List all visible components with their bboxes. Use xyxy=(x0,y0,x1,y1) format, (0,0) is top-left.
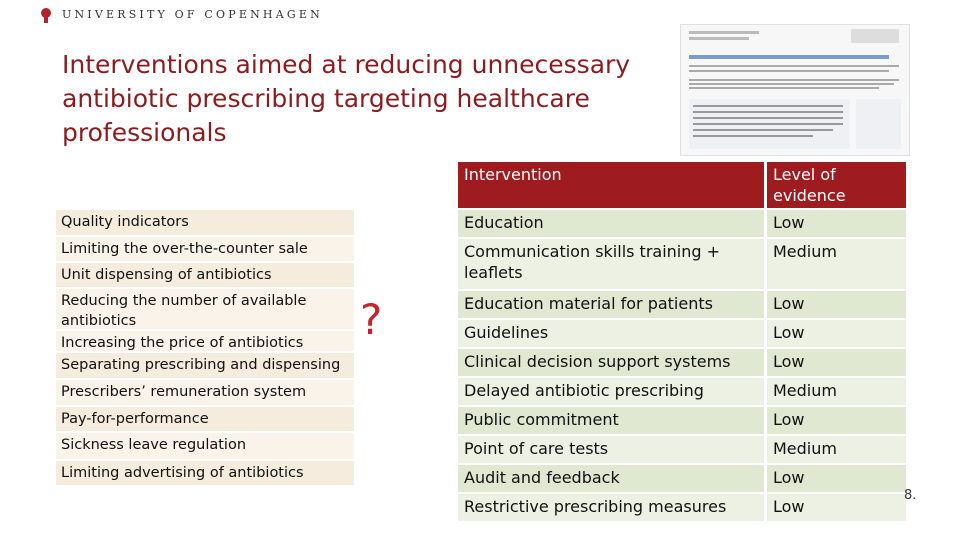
measure-item: Quality indicators xyxy=(56,210,354,235)
evidence-cell: Medium xyxy=(767,239,906,289)
measure-item: Prescribers’ remuneration system xyxy=(56,380,354,405)
evidence-cell: Low xyxy=(767,407,906,434)
table-row: Guidelines Low xyxy=(458,320,906,347)
measure-item: Increasing the price of antibiotics xyxy=(56,331,354,351)
intervention-cell: Communication skills training + leaflets xyxy=(458,239,767,289)
measure-item: Reducing the number of available antibio… xyxy=(56,289,354,329)
table-row: Education material for patients Low xyxy=(458,291,906,318)
table-row: Public commitment Low xyxy=(458,407,906,434)
intervention-cell: Education material for patients xyxy=(458,291,767,318)
evidence-cell: Low xyxy=(767,465,906,492)
evidence-table: Intervention Level of evidence Education… xyxy=(458,160,906,523)
column-header: Level of evidence xyxy=(767,162,906,208)
evidence-cell: Low xyxy=(767,494,906,521)
table-row: Education Low xyxy=(458,210,906,237)
measure-item: Limiting advertising of antibiotics xyxy=(56,461,354,485)
intervention-cell: Clinical decision support systems xyxy=(458,349,767,376)
evidence-cell: Low xyxy=(767,349,906,376)
intervention-cell: Delayed antibiotic prescribing xyxy=(458,378,767,405)
evidence-cell: Low xyxy=(767,320,906,347)
intervention-cell: Public commitment xyxy=(458,407,767,434)
intervention-cell: Restrictive prescribing measures xyxy=(458,494,767,521)
table-row: Point of care tests Medium xyxy=(458,436,906,463)
measure-item: Limiting the over-the-counter sale xyxy=(56,237,354,261)
question-mark: ? xyxy=(360,295,383,344)
slide-number: 8. xyxy=(904,488,917,503)
column-header: Intervention xyxy=(458,162,767,208)
evidence-cell: Low xyxy=(767,210,906,237)
table-row: Restrictive prescribing measures Low xyxy=(458,494,906,521)
slide-title: Interventions aimed at reducing unnecess… xyxy=(62,50,631,147)
table-row: Clinical decision support systems Low xyxy=(458,349,906,376)
table-row: Delayed antibiotic prescribing Medium xyxy=(458,378,906,405)
table-row: Audit and feedback Low xyxy=(458,465,906,492)
evidence-cell: Medium xyxy=(767,378,906,405)
intervention-cell: Point of care tests xyxy=(458,436,767,463)
header-row: Intervention Level of evidence xyxy=(458,162,906,208)
logo xyxy=(41,8,51,23)
measure-item: Pay-for-performance xyxy=(56,407,354,431)
measure-item: Sickness leave regulation xyxy=(56,433,354,459)
evidence-cell: Low xyxy=(767,291,906,318)
intervention-cell: Audit and feedback xyxy=(458,465,767,492)
table-row: Communication skills training + leaflets… xyxy=(458,239,906,289)
measure-item: Separating prescribing and dispensing xyxy=(56,353,354,378)
intervention-cell: Education xyxy=(458,210,767,237)
paper-thumbnail xyxy=(680,24,910,156)
evidence-cell: Medium xyxy=(767,436,906,463)
intervention-cell: Guidelines xyxy=(458,320,767,347)
university-name: UNIVERSITY OF COPENHAGEN xyxy=(62,8,323,21)
measures-list: Quality indicators Limiting the over-the-… xyxy=(56,210,354,487)
measure-item: Unit dispensing of antibiotics xyxy=(56,263,354,287)
